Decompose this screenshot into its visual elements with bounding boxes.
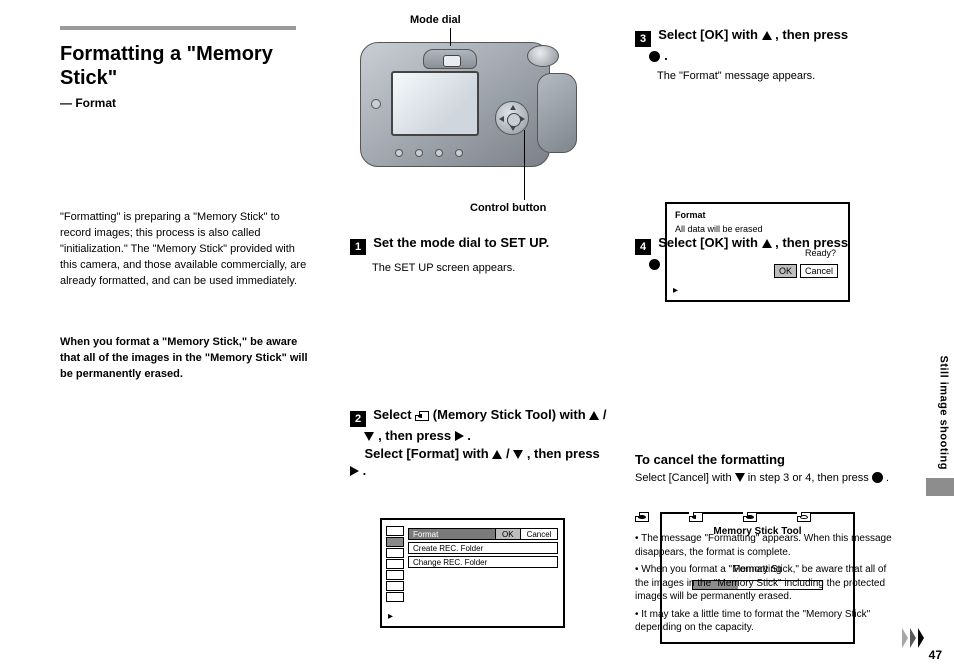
header-rule — [60, 26, 296, 30]
cancel-body: Select [Cancel] with in step 3 or 4, the… — [635, 471, 895, 487]
right-arrow-icon-2 — [350, 466, 359, 476]
warning-paragraph: When you format a "Memory Stick," be awa… — [60, 335, 310, 383]
continue-arrow-icon — [902, 628, 924, 648]
menu-row-create-label: Create REC. Folder — [409, 543, 495, 553]
camera-button-row — [395, 149, 463, 157]
up-arrow-icon-4 — [762, 239, 772, 248]
center-button-icon — [649, 51, 660, 62]
intro-paragraph: "Formatting" is preparing a "Memory Stic… — [60, 210, 310, 290]
step-1-note: The SET UP screen appears. — [372, 261, 610, 277]
step-2-line3-pre: Select [Format] with — [364, 446, 492, 461]
page-title: Formatting a "Memory Stick" — [60, 42, 310, 90]
step-3-sub: The "Format" message appears. — [657, 69, 895, 85]
menu-row-create: Create REC. Folder — [408, 542, 558, 554]
ms-icon-white — [797, 512, 811, 522]
spine-label: Still image shooting — [938, 355, 950, 470]
step-2-pre: Select — [373, 407, 415, 422]
step-2-line3-mid: / — [506, 446, 510, 461]
center-button-icon-cancel — [872, 472, 883, 483]
down-arrow-icon-cancel — [735, 473, 745, 482]
step-2-line3-post: , then press — [527, 446, 600, 461]
leader-line-control-v — [524, 130, 525, 200]
cancel-heading: To cancel the formatting — [635, 452, 895, 467]
step-2-line2-post: . — [467, 428, 471, 443]
step-3-post: , then press — [775, 27, 848, 42]
ms-icon-black-2 — [743, 512, 757, 522]
step-2: 2 Select (Memory Stick Tool) with / , th… — [350, 406, 610, 480]
up-arrow-icon-2 — [492, 450, 502, 459]
down-arrow-icon-2 — [513, 450, 523, 459]
menu-lcd: Format OK Cancel Create REC. Folder Chan… — [380, 518, 565, 628]
confirm-lcd-title: Format — [675, 210, 706, 220]
step-1: 1 Set the mode dial to SET UP. — [350, 234, 610, 255]
camera-viewfinder — [423, 49, 477, 69]
camera-lcd — [391, 71, 479, 136]
cancel-section: To cancel the formatting Select [Cancel]… — [635, 452, 895, 487]
up-arrow-icon — [589, 411, 599, 420]
note-2: • When you format a "Memory Stick," be a… — [635, 563, 895, 604]
menu-row-change: Change REC. Folder — [408, 556, 558, 568]
step-2-slash: / — [603, 407, 607, 422]
ms-icon-row — [635, 512, 811, 522]
leader-line-dial — [450, 28, 451, 46]
step-1-text: Set the mode dial to SET UP. — [373, 235, 549, 250]
step-2-line2-pre: , then press — [378, 428, 455, 443]
menu-opt-cancel: Cancel — [520, 529, 558, 539]
label-control-button: Control button — [470, 202, 546, 214]
left-column: Formatting a "Memory Stick" — Format — [60, 42, 310, 110]
cancel-end: . — [886, 472, 889, 484]
camera-body — [360, 42, 550, 167]
step-3: 3 Select [OK] with , then press . — [635, 26, 895, 65]
menu-row-format-values: OK Cancel — [495, 529, 557, 539]
step-4: 4 Select [OK] with , then press . — [635, 234, 895, 273]
menu-opt-ok: OK — [495, 529, 520, 539]
menu-row-change-label: Change REC. Folder — [409, 557, 495, 567]
down-arrow-icon — [364, 432, 374, 441]
confirm-lcd-body: All data will be erased — [675, 224, 763, 234]
ms-icon-half — [689, 512, 703, 522]
camera-mode-dial — [527, 45, 559, 67]
camera-side-button — [371, 99, 381, 109]
step-4-number: 4 — [635, 239, 651, 255]
mid-column: 1 Set the mode dial to SET UP. The SET U… — [350, 234, 610, 277]
step-4-post: , then press — [775, 235, 848, 250]
cancel-post: in step 3 or 4, then press — [748, 472, 872, 484]
step-4-pre: Select [OK] with — [658, 235, 761, 250]
confirm-lcd-tick: ▸ — [673, 285, 678, 296]
step-3-number: 3 — [635, 31, 651, 47]
note-3: • It may take a little time to format th… — [635, 608, 895, 635]
step-4-block: 4 Select [OK] with , then press . — [635, 234, 895, 273]
section-side-tab — [926, 478, 954, 496]
right-arrow-icon — [455, 431, 464, 441]
camera-grip — [537, 73, 577, 153]
camera-illustration — [360, 42, 550, 167]
step-4-end: . — [664, 256, 668, 271]
cancel-pre: Select [Cancel] with — [635, 472, 735, 484]
menu-side-rail — [386, 526, 404, 622]
step-2-block: 2 Select (Memory Stick Tool) with / , th… — [350, 406, 610, 480]
step-1-number: 1 — [350, 239, 366, 255]
up-arrow-icon-3 — [762, 31, 772, 40]
notes-block: • The message "Formatting" appears. When… — [635, 532, 895, 635]
step-2-number: 2 — [350, 411, 366, 427]
center-button-icon-2 — [649, 259, 660, 270]
step-3-block: 3 Select [OK] with , then press . The "F… — [635, 26, 895, 84]
label-mode-dial: Mode dial — [410, 14, 461, 26]
step-2-iconlabel: (Memory Stick Tool) with — [433, 407, 590, 422]
menu-lcd-tick: ▸ — [388, 611, 393, 622]
menu-row-format: Format OK Cancel — [408, 528, 558, 540]
ms-icon-black — [635, 512, 649, 522]
page-subtitle: — Format — [60, 96, 310, 110]
menu-row-format-label: Format — [409, 529, 495, 539]
step-3-end: . — [664, 48, 668, 63]
page-number: 47 — [929, 648, 942, 662]
step-3-pre: Select [OK] with — [658, 27, 761, 42]
note-1: • The message "Formatting" appears. When… — [635, 532, 895, 559]
step-2-line3-end: . — [363, 463, 367, 478]
memory-stick-icon — [415, 411, 429, 421]
